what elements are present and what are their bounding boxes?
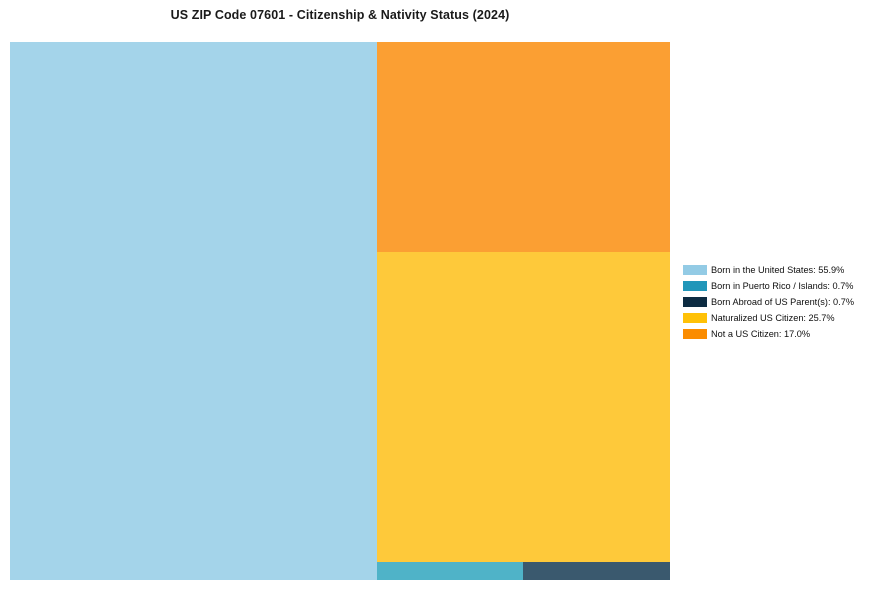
legend-item-label: Born Abroad of US Parent(s): 0.7%	[711, 297, 854, 307]
treemap-plot-area	[10, 42, 670, 580]
legend-item[interactable]: Born in the United States: 55.9%	[683, 262, 883, 278]
legend-item-label: Born in the United States: 55.9%	[711, 265, 845, 275]
legend-item-label: Not a US Citizen: 17.0%	[711, 329, 811, 339]
legend-item-label: Naturalized US Citizen: 25.7%	[711, 313, 835, 323]
legend-swatch-icon	[683, 329, 707, 339]
legend-swatch-icon	[683, 281, 707, 291]
legend-item[interactable]: Not a US Citizen: 17.0%	[683, 326, 883, 342]
legend-swatch-icon	[683, 313, 707, 323]
treemap-tile[interactable]	[377, 562, 523, 580]
legend-item[interactable]: Naturalized US Citizen: 25.7%	[683, 310, 883, 326]
legend-swatch-icon	[683, 265, 707, 275]
treemap-tile[interactable]	[377, 252, 670, 562]
legend-item[interactable]: Born in Puerto Rico / Islands: 0.7%	[683, 278, 883, 294]
legend-item[interactable]: Born Abroad of US Parent(s): 0.7%	[683, 294, 883, 310]
page-title: US ZIP Code 07601 - Citizenship & Nativi…	[170, 8, 510, 22]
chart-legend: Born in the United States: 55.9% Born in …	[683, 262, 883, 342]
treemap-tile[interactable]	[377, 42, 670, 252]
legend-item-label: Born in Puerto Rico / Islands: 0.7%	[711, 281, 854, 291]
treemap-tile[interactable]	[10, 42, 377, 580]
legend-swatch-icon	[683, 297, 707, 307]
treemap-tile[interactable]	[523, 562, 670, 580]
